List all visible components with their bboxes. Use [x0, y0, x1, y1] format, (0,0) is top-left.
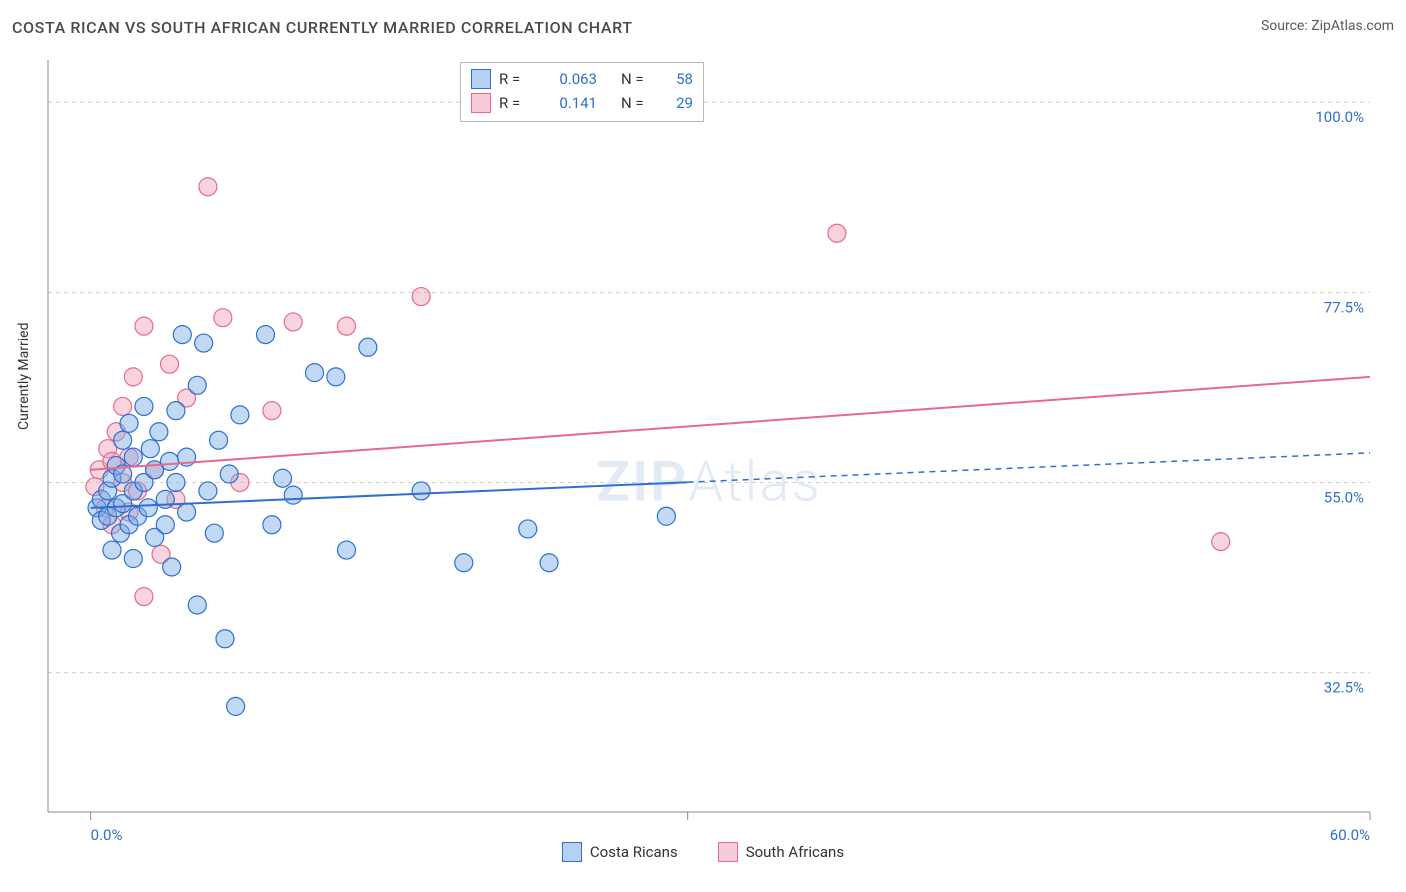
- legend-item-south-africans: South Africans: [718, 842, 844, 862]
- swatch-blue: [471, 69, 491, 89]
- stat-key-N: N =: [621, 94, 649, 112]
- stat-key-N: N =: [621, 70, 649, 88]
- stats-row: R = 0.063 N = 58: [471, 67, 693, 91]
- stat-R-blue: 0.063: [535, 70, 597, 88]
- swatch-blue: [562, 842, 582, 862]
- svg-text:55.0%: 55.0%: [1324, 488, 1364, 506]
- svg-text:ZIPAtlas: ZIPAtlas: [596, 448, 821, 514]
- stat-N-blue: 58: [657, 70, 693, 88]
- stat-R-pink: 0.141: [535, 94, 597, 112]
- legend-item-costa-ricans: Costa Ricans: [562, 842, 678, 862]
- svg-text:100.0%: 100.0%: [1315, 108, 1364, 126]
- chart-plot-area: 32.5%55.0%77.5%100.0%ZIPAtlas0.0%60.0%: [0, 0, 1406, 892]
- svg-text:77.5%: 77.5%: [1324, 298, 1364, 316]
- stats-legend-box: R = 0.063 N = 58 R = 0.141 N = 29: [460, 62, 704, 122]
- svg-text:32.5%: 32.5%: [1324, 679, 1364, 697]
- stat-N-pink: 29: [657, 94, 693, 112]
- scatter-svg: 32.5%55.0%77.5%100.0%ZIPAtlas0.0%60.0%: [0, 0, 1406, 892]
- series-legend: Costa Ricans South Africans: [0, 842, 1406, 862]
- stat-key-R: R =: [499, 70, 527, 88]
- legend-label: South Africans: [746, 843, 844, 861]
- stats-row: R = 0.141 N = 29: [471, 91, 693, 115]
- swatch-pink: [471, 93, 491, 113]
- legend-label: Costa Ricans: [590, 843, 678, 861]
- stat-key-R: R =: [499, 94, 527, 112]
- swatch-pink: [718, 842, 738, 862]
